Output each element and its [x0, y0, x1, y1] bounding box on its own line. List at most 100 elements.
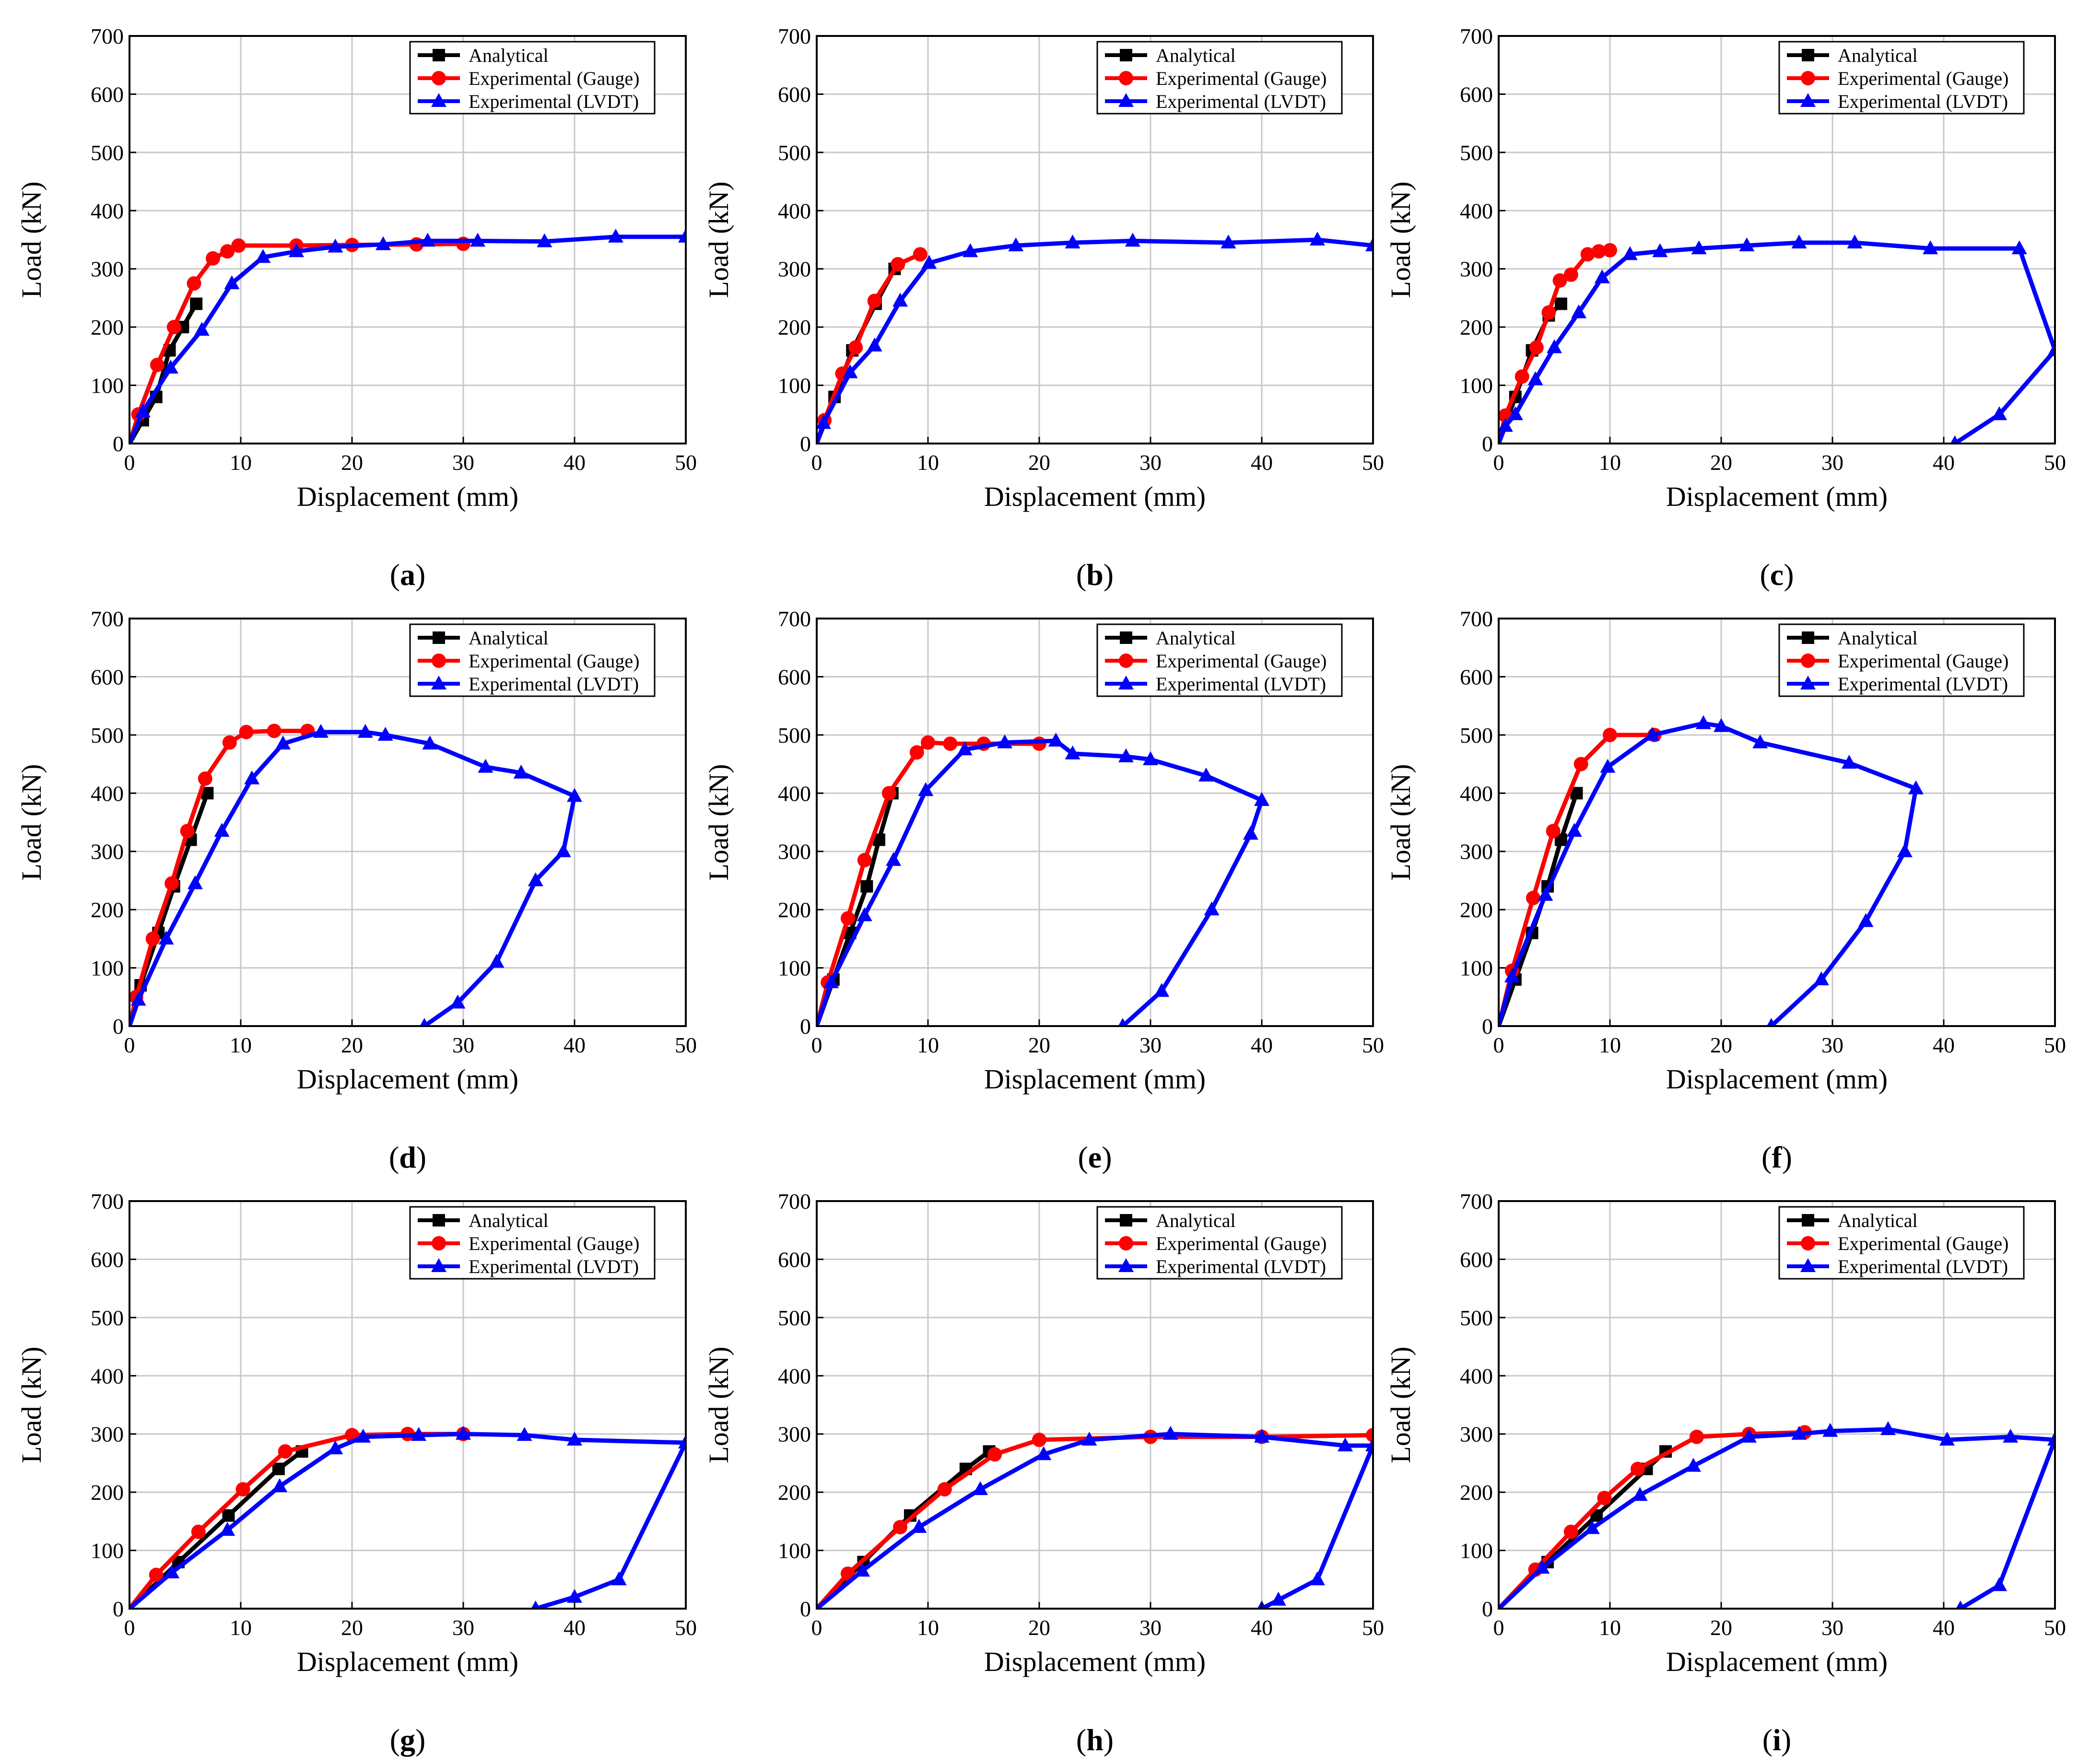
x-tick-label: 40: [564, 1615, 586, 1640]
data-point-lvdt: [1504, 968, 1520, 982]
legend-marker-analytical: [433, 49, 445, 61]
data-point-lvdt: [130, 992, 146, 1006]
legend-label-analytical: Analytical: [469, 627, 549, 649]
data-point-lvdt: [1600, 759, 1616, 773]
x-tick-label: 30: [1821, 1033, 1843, 1057]
y-tick-label: 600: [778, 82, 811, 106]
y-tick-label: 0: [1482, 1014, 1493, 1039]
data-point-lvdt: [357, 724, 373, 738]
x-axis-label: Displacement (mm): [984, 1063, 1206, 1095]
legend-marker-analytical: [1802, 1214, 1814, 1227]
data-point-gauge: [145, 931, 160, 946]
data-point-lvdt: [1365, 237, 1373, 252]
x-tick-label: 40: [1251, 450, 1273, 475]
x-tick-label: 30: [452, 450, 474, 475]
data-point-lvdt: [1847, 234, 1863, 249]
x-axis-label: Displacement (mm): [1666, 481, 1888, 512]
data-point-lvdt: [1566, 823, 1582, 837]
data-point-lvdt: [255, 249, 271, 263]
legend-label-lvdt: Experimental (LVDT): [1838, 1256, 2008, 1277]
data-point-lvdt: [1908, 780, 1924, 794]
data-point-lvdt: [1622, 246, 1638, 260]
plot-frame: [816, 1200, 1374, 1610]
x-tick-label: 20: [1710, 450, 1732, 475]
data-point-lvdt: [224, 275, 240, 290]
x-tick-label: 50: [675, 450, 697, 475]
y-tick-label: 100: [91, 956, 124, 981]
legend-marker-analytical: [1120, 631, 1132, 644]
y-tick-label: 500: [778, 1306, 811, 1330]
data-point-gauge: [1689, 1429, 1704, 1444]
x-tick-label: 40: [564, 450, 586, 475]
data-point-gauge: [1541, 305, 1556, 320]
data-point-analytical: [222, 1509, 235, 1522]
data-point-gauge: [235, 1482, 250, 1497]
data-point-gauge: [1597, 1491, 1612, 1506]
legend-marker-lvdt: [1800, 93, 1816, 107]
data-point-lvdt: [1841, 755, 1857, 769]
legend-label-analytical: Analytical: [1838, 1210, 1918, 1231]
data-point-gauge: [1563, 1524, 1578, 1539]
y-tick-label: 700: [91, 607, 124, 631]
series-lvdt: [1499, 1421, 2055, 1609]
data-point-lvdt: [1686, 1458, 1701, 1472]
data-point-gauge: [943, 736, 958, 751]
data-point-lvdt: [1652, 243, 1668, 257]
data-point-lvdt: [1162, 1425, 1178, 1440]
y-axis-label: Load (kN): [703, 764, 734, 880]
data-point-gauge: [1366, 1428, 1373, 1443]
panel-caption: (e): [1078, 1140, 1112, 1174]
legend-label-analytical: Analytical: [469, 1210, 549, 1231]
data-point-gauge: [1563, 267, 1578, 282]
y-tick-label: 500: [1460, 723, 1493, 748]
y-tick-label: 400: [1460, 199, 1493, 223]
data-point-lvdt: [1008, 237, 1024, 252]
chart-panel-c: 0 10 20 30 40 500100200300400500600700Displac…: [1385, 24, 2066, 592]
x-tick-label: 0: [1493, 1615, 1504, 1640]
data-point-lvdt: [513, 764, 529, 779]
y-tick-label: 100: [778, 374, 811, 398]
plot-frame: [129, 1200, 687, 1610]
x-tick-label: 0: [124, 450, 135, 475]
plot-frame: [129, 35, 687, 444]
data-point-lvdt: [1143, 751, 1158, 765]
data-point-lvdt: [842, 364, 858, 378]
y-axis-label: Load (kN): [16, 1346, 47, 1463]
data-point-gauge: [1529, 340, 1544, 355]
data-point-lvdt: [1813, 971, 1829, 985]
data-point-gauge: [913, 247, 927, 262]
legend-label-gauge: Experimental (Gauge): [1838, 68, 2009, 89]
x-tick-label: 10: [917, 450, 939, 475]
y-tick-label: 200: [778, 898, 811, 922]
data-point-lvdt: [1065, 745, 1080, 759]
y-tick-label: 200: [778, 1480, 811, 1505]
data-point-lvdt: [823, 974, 839, 988]
plot-frame: [129, 618, 687, 1027]
data-point-lvdt: [289, 243, 304, 257]
x-tick-label: 0: [811, 1033, 822, 1057]
y-tick-label: 200: [1460, 898, 1493, 922]
y-tick-label: 100: [1460, 374, 1493, 398]
data-point-lvdt: [1584, 1520, 1600, 1534]
panel-caption: (d): [389, 1140, 426, 1174]
data-point-gauge: [187, 276, 201, 291]
legend-label-analytical: Analytical: [1838, 45, 1918, 66]
series-lvdt: [1499, 234, 2055, 444]
x-tick-label: 40: [1933, 1033, 1955, 1057]
legend-label-gauge: Experimental (Gauge): [1838, 650, 2009, 672]
x-axis-label: Displacement (mm): [1666, 1063, 1888, 1095]
data-point-gauge: [198, 771, 212, 786]
y-axis-label: Load (kN): [703, 1346, 734, 1463]
x-tick-label: 40: [1251, 1033, 1273, 1057]
data-point-lvdt: [1547, 339, 1562, 353]
data-point-lvdt: [2003, 1428, 2019, 1443]
data-point-gauge: [239, 724, 254, 739]
data-point-gauge: [149, 1567, 164, 1582]
y-tick-label: 700: [1460, 24, 1493, 48]
x-tick-label: 10: [230, 1615, 252, 1640]
panel-caption: (g): [390, 1723, 426, 1757]
legend-marker-gauge: [1801, 1236, 1815, 1250]
x-tick-label: 0: [811, 450, 822, 475]
